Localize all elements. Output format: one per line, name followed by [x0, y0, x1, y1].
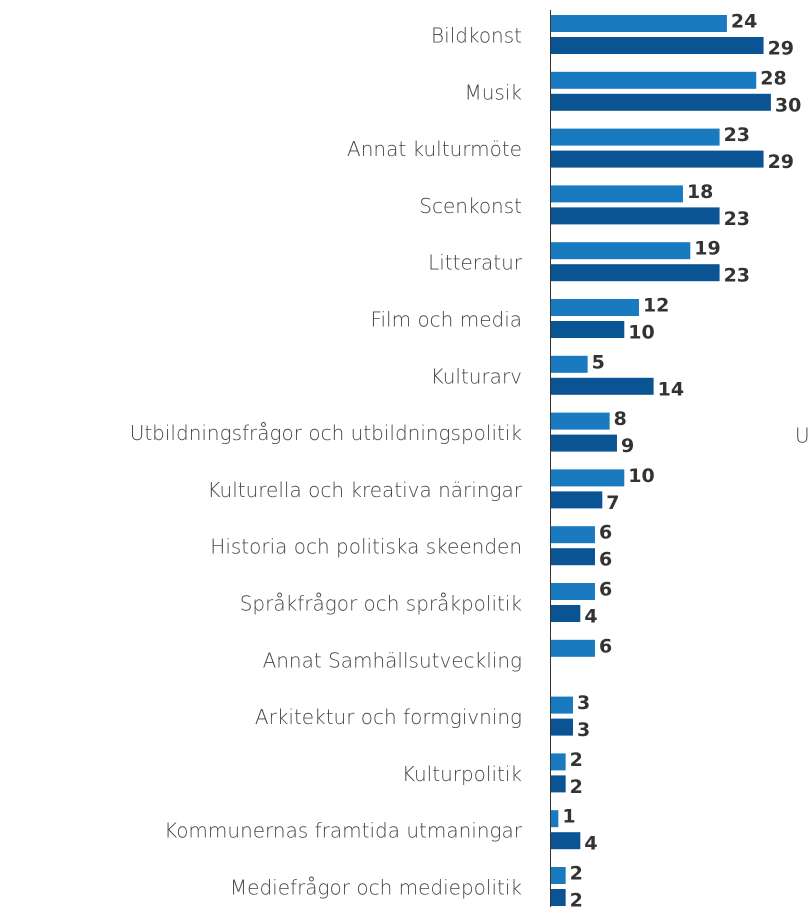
bar — [551, 264, 720, 282]
bar — [551, 548, 595, 566]
value-label: 14 — [658, 378, 684, 400]
bar — [551, 832, 581, 850]
category-label: Kommunernas framtida utmaningar — [164, 819, 523, 843]
bar — [551, 491, 603, 509]
value-label: 5 — [592, 351, 605, 373]
bar — [551, 185, 683, 203]
value-label: 18 — [687, 181, 713, 203]
category-label: Annat Samhällsutveckling — [263, 648, 522, 672]
value-label: 10 — [628, 465, 654, 487]
category-label: Film och media — [370, 308, 522, 332]
bar — [551, 299, 639, 316]
bar — [551, 753, 566, 771]
value-label: 29 — [768, 38, 794, 60]
value-label: 9 — [621, 435, 634, 457]
category-label: Scenkonst — [419, 194, 522, 218]
bar — [551, 718, 573, 736]
category-label: Kulturella och kreativa näringar — [207, 478, 522, 502]
value-label: 24 — [731, 11, 757, 33]
category-label: Arkitektur och formgivning — [255, 705, 522, 729]
bar — [551, 526, 595, 544]
bar — [551, 207, 720, 225]
category-label: Utbildningsfrågor och utbildningspolitik — [130, 421, 522, 445]
value-label: 28 — [760, 67, 786, 89]
bar — [551, 639, 595, 657]
bar — [551, 71, 757, 89]
bar — [551, 377, 654, 395]
bar — [551, 810, 559, 828]
category-label: Kulturpolitik — [402, 762, 522, 786]
value-label: 30 — [775, 94, 801, 116]
category-label: Musik — [465, 80, 523, 104]
category-label: Mediefrågor och mediepolitik — [230, 876, 522, 900]
bar — [551, 37, 764, 54]
value-label: 23 — [724, 265, 750, 287]
value-label: 3 — [577, 719, 590, 741]
category-label: Kulturarv — [431, 364, 522, 388]
value-label: 1 — [562, 806, 575, 828]
bar — [551, 15, 727, 32]
value-label: 6 — [599, 522, 612, 544]
value-label: 23 — [724, 124, 750, 146]
bar — [551, 242, 691, 260]
value-label: 6 — [599, 549, 612, 571]
value-label: 6 — [599, 635, 612, 657]
value-label: 12 — [643, 295, 669, 317]
bar — [551, 93, 771, 111]
bar — [551, 469, 625, 487]
bar — [551, 355, 588, 373]
bar — [551, 321, 625, 338]
value-label: 19 — [694, 238, 720, 260]
value-label: 2 — [570, 863, 583, 885]
bar — [551, 867, 566, 884]
value-label: 23 — [724, 208, 750, 230]
value-label: 10 — [628, 322, 654, 344]
bar — [551, 434, 617, 452]
value-label: 2 — [570, 890, 583, 907]
category-label: Bildkonst — [431, 24, 522, 48]
value-label: 2 — [570, 776, 583, 798]
value-label: 29 — [768, 151, 794, 173]
value-label: 2 — [570, 749, 583, 771]
category-label: Språkfrågor och språkpolitik — [240, 592, 522, 616]
category-label: Annat kulturmöte — [347, 137, 522, 161]
value-label: 8 — [614, 408, 627, 430]
bar — [551, 150, 764, 168]
annotation: U — [795, 424, 810, 448]
bar — [551, 775, 566, 793]
value-label: 6 — [599, 579, 612, 601]
value-label: 4 — [584, 606, 597, 628]
bar — [551, 605, 581, 622]
value-label: 3 — [577, 692, 590, 714]
value-label: 4 — [584, 833, 597, 855]
bar — [551, 412, 610, 430]
bar — [551, 696, 573, 714]
bar — [551, 889, 566, 906]
value-label: 7 — [606, 492, 619, 514]
category-label: Historia och politiska skeenden — [210, 535, 522, 559]
bar — [551, 128, 720, 146]
bar — [551, 583, 595, 600]
category-label: Litteratur — [428, 251, 523, 275]
